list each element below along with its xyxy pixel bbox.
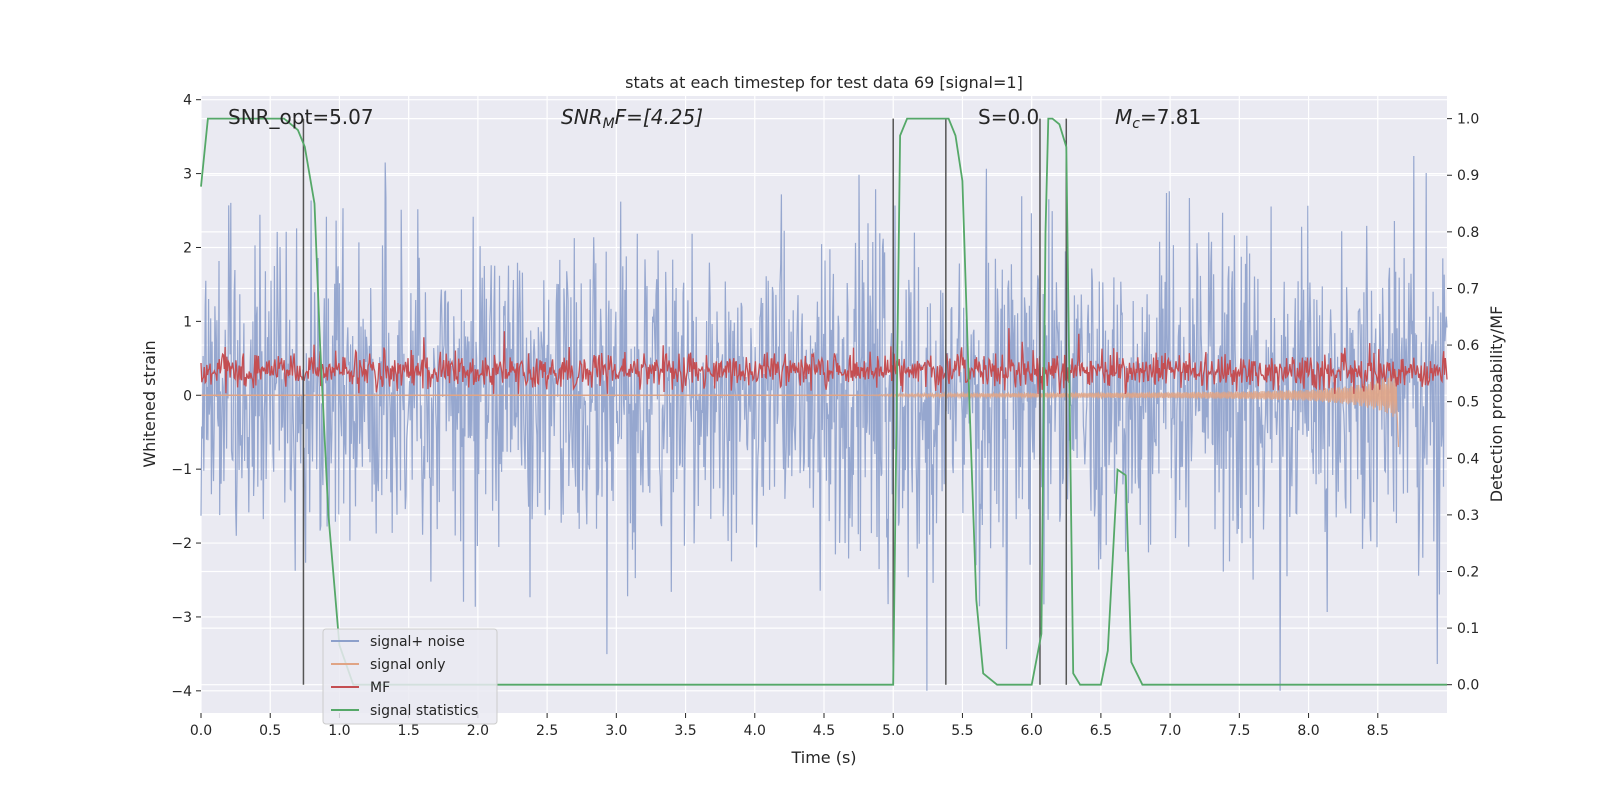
x-tick-label: 3.0 <box>605 723 627 739</box>
y2-tick-label: 0.6 <box>1457 338 1479 354</box>
x-tick-label: 1.0 <box>328 723 350 739</box>
x-tick-label: 8.5 <box>1367 723 1389 739</box>
x-tick-label: 0.5 <box>259 723 281 739</box>
x-tick-label: 2.0 <box>467 723 489 739</box>
x-axis-label: Time (s) <box>790 748 856 767</box>
legend-box <box>322 628 498 725</box>
annotation-snr-mf-rest: F=[4.25] <box>615 105 703 129</box>
annotation-snr-opt: SNR_opt=5.07 <box>228 105 374 129</box>
annotation-mc-main: M <box>1115 105 1132 129</box>
x-tick-label: 5.0 <box>882 723 904 739</box>
x-tick-label: 8.0 <box>1297 723 1319 739</box>
y2-tick-label: 1.0 <box>1457 112 1479 128</box>
y-axis-label: Whitened strain <box>140 340 159 467</box>
mf-line <box>200 328 1448 395</box>
y2-tick-label: 0.3 <box>1457 508 1479 524</box>
y2-tick-label: 0.5 <box>1457 395 1479 411</box>
y-tick-label: −3 <box>171 610 192 626</box>
legend-label-signal-noise: signal+ noise <box>370 634 465 650</box>
x-tick-label: 3.5 <box>674 723 696 739</box>
x-tick-label: 2.5 <box>536 723 558 739</box>
signal-only-line <box>865 370 1400 448</box>
y-tick-label: −1 <box>171 462 192 478</box>
y2-tick-label: 0.2 <box>1457 564 1479 580</box>
annotation-mc: Mc=7.81 <box>1115 105 1201 132</box>
x-tick-label: 4.5 <box>813 723 835 739</box>
x-tick-label: 0.0 <box>190 723 212 739</box>
series-signal-statistics <box>200 117 1447 686</box>
legend-label-signal-only: signal only <box>370 657 445 673</box>
x-tick-label: 7.0 <box>1159 723 1181 739</box>
y-tick-label: 0 <box>183 388 192 404</box>
axis-ticks: 0.0 0.5 1.0 1.5 2.0 2.5 3.0 3.5 4.0 4.5 5.0 5.5 6.0 6… <box>171 93 1479 739</box>
y-tick-label: 4 <box>183 93 192 109</box>
x-tick-label: 6.0 <box>1021 723 1043 739</box>
y2-tick-label: 0.7 <box>1457 281 1479 297</box>
annotation-snr-mf-main: SNR <box>561 105 603 129</box>
x-tick-label: 7.5 <box>1228 723 1250 739</box>
x-tick-label: 6.5 <box>1090 723 1112 739</box>
annotation-mc-sub: c <box>1132 116 1140 132</box>
annotation-snr-mf: SNRMF=[4.25] <box>561 105 703 132</box>
y2-tick-label: 0.1 <box>1457 621 1479 637</box>
annotation-mc-rest: =7.81 <box>1140 105 1201 129</box>
annotation-s-text: S=0.0 <box>978 105 1039 129</box>
series-signal-only <box>201 370 1400 448</box>
y-tick-label: 1 <box>183 314 192 330</box>
y2-tick-label: 0.8 <box>1457 225 1479 241</box>
y2-axis-label: Detection probability/MF <box>1487 306 1506 503</box>
x-tick-label: 5.5 <box>951 723 973 739</box>
legend-label-mf: MF <box>370 680 390 696</box>
y-tick-label: −4 <box>171 684 192 700</box>
y2-tick-label: 0.9 <box>1457 168 1479 184</box>
y-tick-label: 2 <box>183 240 192 256</box>
legend-label-signal-statistics: signal statistics <box>370 703 478 719</box>
x-tick-label: 1.5 <box>398 723 420 739</box>
series-mf <box>200 328 1448 395</box>
chart-title: stats at each timestep for test data 69 … <box>625 73 1023 92</box>
annotation-snr-mf-sub: M <box>603 116 615 132</box>
signal-statistics-line <box>200 117 1447 686</box>
y-tick-label: 3 <box>183 167 192 183</box>
y-tick-label: −2 <box>171 536 192 552</box>
y2-tick-label: 0.4 <box>1457 451 1479 467</box>
x-tick-label: 4.0 <box>744 723 766 739</box>
legend: signal+ noise signal only MF signal stat… <box>322 628 498 725</box>
annotation-s: S=0.0 <box>978 105 1039 129</box>
y2-tick-label: 0.0 <box>1457 678 1479 694</box>
